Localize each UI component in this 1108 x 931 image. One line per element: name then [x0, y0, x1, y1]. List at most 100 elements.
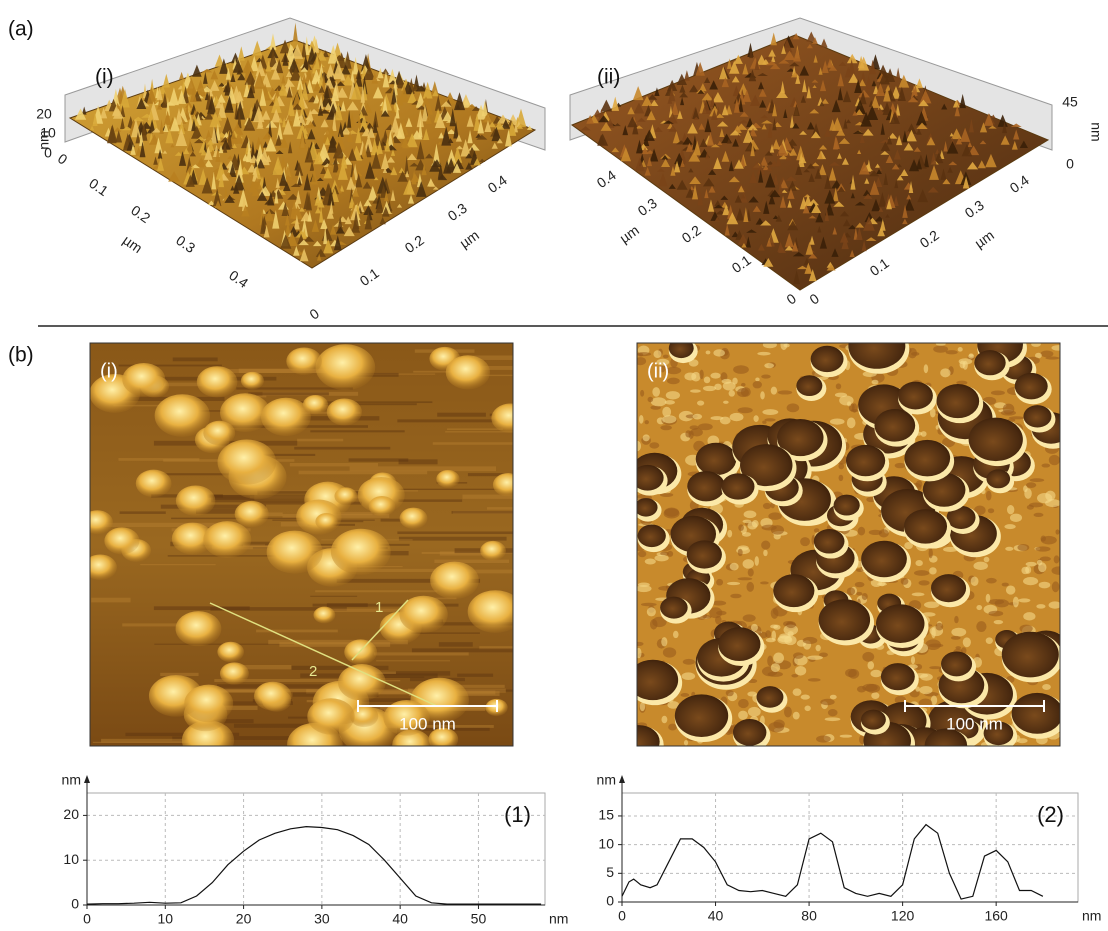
scale-bar-label: 100 nm: [399, 714, 456, 733]
image-streak: [310, 596, 357, 597]
image-texture: [643, 434, 650, 441]
image-pit: [931, 574, 966, 602]
x-axis-label: nm: [549, 911, 568, 927]
image-texture: [986, 637, 993, 644]
image-texture: [661, 637, 667, 646]
image-texture: [1035, 546, 1050, 551]
image-texture: [666, 391, 680, 399]
afm-image: [82, 343, 627, 766]
image-texture: [770, 625, 778, 629]
axis-tick-label: 0.4: [1007, 172, 1032, 196]
image-pit: [848, 323, 905, 369]
image-streak: [327, 603, 368, 607]
scale-bar-label: 100 nm: [946, 714, 1003, 733]
image-texture: [1024, 488, 1032, 499]
image-texture: [762, 421, 766, 424]
image-texture: [650, 619, 657, 629]
image-texture: [723, 401, 729, 404]
y-tick-label: 20: [63, 806, 79, 822]
image-texture: [640, 390, 644, 397]
image-streak: [445, 431, 589, 432]
image-streak: [268, 640, 408, 644]
image-texture: [787, 403, 800, 412]
image-texture: [660, 425, 672, 430]
image-texture: [847, 417, 856, 428]
image-texture: [986, 578, 997, 584]
image-particle: [203, 421, 235, 446]
image-pit: [718, 627, 760, 661]
image-texture: [636, 352, 651, 356]
image-particle: [331, 529, 391, 575]
x-tick-label: 80: [801, 908, 817, 924]
image-texture: [840, 735, 853, 738]
image-texture: [1051, 345, 1065, 351]
image-texture: [697, 400, 704, 405]
image-texture: [791, 674, 798, 678]
image-particle: [400, 508, 428, 529]
image-texture: [761, 375, 770, 379]
image-texture: [743, 614, 756, 621]
image-texture: [839, 475, 844, 481]
image-particle: [315, 513, 337, 530]
x-axis-label: nm: [1082, 908, 1101, 924]
image-streak: [294, 447, 390, 450]
axis-tick-label: 0.3: [962, 197, 987, 221]
image-streak: [399, 537, 507, 541]
image-texture: [698, 423, 713, 430]
profile-line-label: 2: [309, 663, 317, 680]
image-texture: [663, 355, 669, 359]
image-texture: [730, 413, 744, 421]
image-streak: [154, 606, 250, 610]
image-streak: [439, 642, 473, 646]
y-tick-label: 10: [63, 851, 79, 867]
image-particle: [480, 541, 506, 561]
image-texture: [958, 347, 963, 352]
axis-tick-label: 0.2: [402, 232, 427, 256]
axis-tick-label: 0.2: [917, 227, 942, 251]
image-particle: [313, 607, 335, 624]
image-texture: [951, 636, 961, 640]
image-texture: [683, 659, 695, 665]
image-texture: [645, 420, 649, 424]
image-texture: [755, 556, 759, 566]
x-tick-label: 160: [984, 908, 1008, 924]
image-texture: [738, 577, 753, 580]
image-particle: [82, 510, 113, 534]
image-particle: [446, 355, 490, 389]
image-texture: [869, 530, 882, 535]
image-pit: [941, 651, 972, 676]
image-texture: [911, 656, 915, 664]
image-texture: [1052, 581, 1060, 592]
image-texture: [858, 527, 865, 536]
image-texture: [935, 623, 943, 631]
image-texture: [690, 389, 701, 392]
image-streak: [97, 523, 230, 527]
image-particle: [241, 372, 264, 390]
image-texture: [1027, 505, 1034, 510]
image-streak: [315, 590, 437, 592]
plot-area: [87, 793, 545, 905]
image-texture: [804, 706, 810, 712]
image-texture: [1041, 464, 1050, 468]
image-texture: [704, 376, 711, 383]
image-texture: [753, 381, 762, 388]
image-pit: [974, 350, 1005, 375]
image-pit: [874, 409, 915, 442]
image-pit: [819, 599, 870, 640]
image-particle: [468, 590, 523, 633]
image-texture: [778, 390, 792, 394]
image-texture: [920, 673, 933, 680]
afm-image: [618, 323, 1074, 767]
image-texture: [793, 652, 804, 659]
image-texture: [847, 401, 851, 406]
image-texture: [959, 358, 973, 364]
image-texture: [743, 559, 754, 569]
axis-tick-label: 0.4: [594, 167, 619, 191]
image-texture: [870, 670, 881, 678]
figure-content: (i)00.10.20.30.4µm00.10.20.30.4µm01020nm…: [36, 18, 1105, 927]
image-texture: [738, 549, 743, 556]
axis-label: nm: [1088, 122, 1104, 141]
y-tick-label: 0: [606, 893, 614, 909]
image-streak: [140, 564, 215, 565]
image-particle: [327, 398, 362, 425]
